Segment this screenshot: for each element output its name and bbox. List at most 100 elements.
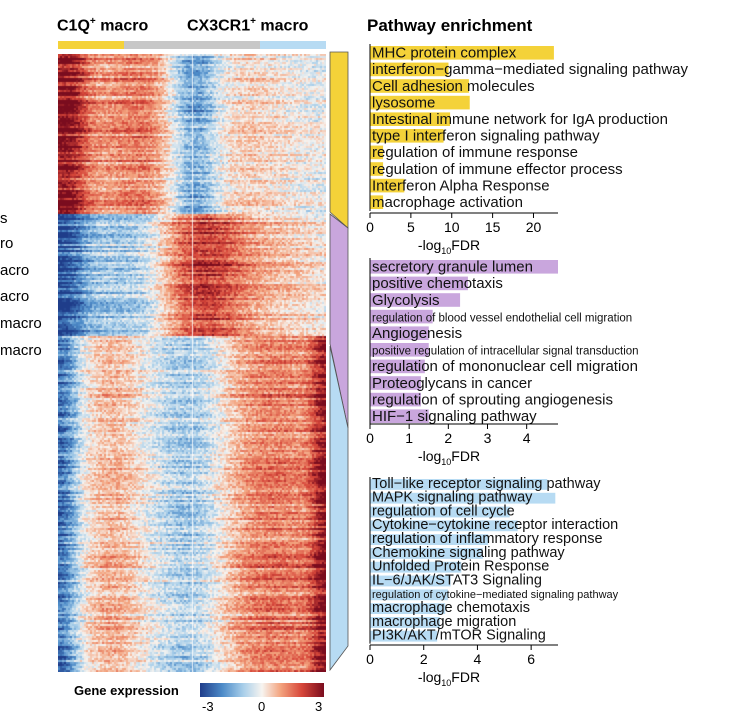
pathway-label: Unfolded Protein Response [372,559,549,575]
pathway-label: macrophage activation [372,194,523,211]
x-tick-label: 3 [484,430,492,446]
pathway-label: regulation of inflammatory response [372,531,603,547]
pathway-label: Angiogenesis [372,325,462,342]
legend-colorbar [200,683,324,697]
x-tick-label: 5 [407,219,415,235]
enrichment-bar [370,548,483,559]
enrichment-bar [370,260,558,274]
enrichment-bar [370,603,446,614]
enrichment-bar [370,112,451,126]
enrichment-bar [370,145,384,160]
row-label-6: macro [0,342,42,359]
enrichment-bar [370,293,461,307]
legend-tick-max: 3 [315,699,323,714]
pathway-label: regulation of blood vessel endothelial c… [372,312,632,324]
enrichment-bar [370,162,384,176]
legend-tick-min: -3 [202,699,214,714]
pathway-label: lysosome [372,94,435,111]
enrichment-bar [370,62,449,77]
enrichment-bar [370,195,384,209]
x-tick-label: 0 [366,430,374,446]
pathway-label: Toll−like receptor signaling pathway [372,476,601,492]
pathway-label: regulation of cell cycle [372,503,515,519]
enrichment-bar [370,309,433,324]
x-tick-label: 4 [523,430,531,446]
pathway-label: positive regulation of intracellular sig… [372,346,639,358]
pathway-label: Chemokine signaling pathway [372,545,565,561]
pathway-label: positive chemotaxis [372,275,503,292]
enrichment-bar [370,276,468,291]
enrichment-bar [370,589,448,601]
x-axis-title: -log10FDR [418,448,480,467]
pathway-label: regulation of sprouting angiogenesis [372,391,613,408]
pathway-label: PI3K/AKT/mTOR Signaling [372,628,546,644]
enrichment-bar [370,359,425,374]
pathway-label: Glycolysis [372,292,440,309]
pathway-label: MAPK signaling pathway [372,490,533,506]
enrichment-bar [370,492,556,504]
row-label-1: s [0,210,8,227]
enrichment-bar [370,392,421,407]
enrichment-bar [370,409,429,423]
x-tick-label: 15 [485,219,501,235]
x-tick-label: 4 [474,651,482,667]
c1q-annotation-bar [58,41,124,49]
enrichment-bar [370,95,470,110]
enrichment-bar [370,178,405,193]
x-tick-label: 2 [444,430,452,446]
row-label-5: macro [0,315,42,332]
pathway-label: interferon−gamma−mediated signaling path… [372,61,689,78]
enrichment-bar [370,561,462,573]
enrichment-bar [370,617,440,628]
x-tick-label: 1 [405,430,413,446]
cx3cr1-annotation-bar [260,41,326,49]
enrichment-bar [370,630,438,642]
pathway-label: Proteoglycans in cancer [372,375,532,392]
legend-tick-mid: 0 [258,699,266,714]
x-tick-label: 0 [366,219,374,235]
enrichment-bar [370,376,421,390]
pathway-label: regulation of mononuclear cell migration [372,358,638,375]
pathway-label: macrophage migration [372,614,516,630]
c1q-macro-header: C1Q+ macro [57,16,149,35]
x-tick-label: 20 [526,219,542,235]
pathway-label: macrophage chemotaxis [372,600,530,616]
x-tick-label: 2 [420,651,428,667]
row-label-4: acro [0,288,30,305]
x-axis-title: -log10FDR [418,669,480,688]
pathway-label: Interferon Alpha Response [372,177,550,194]
yellow-cluster-wedge [329,51,349,229]
enrichment-bar [370,575,451,587]
pathway-enrichment-title: Pathway enrichment [367,16,533,35]
pathway-label: regulation of immune response [372,144,578,161]
enrichment-bar [370,520,518,532]
enrichment-chart-blue: Toll−like receptor signaling pathwayMAPK… [366,476,619,688]
pathway-label: Cell adhesion molecules [372,78,535,95]
row-label-2: ro [0,235,14,252]
enrichment-bar [370,479,548,490]
pathway-label: secretory granule lumen [372,259,533,276]
cx3cr1-macro-header: CX3CR1+ macro [187,16,309,35]
x-tick-label: 6 [527,651,535,667]
pathway-label: type I interferon signaling pathway [372,128,600,145]
legend-title: Gene expression [74,683,179,698]
gray-annotation-bar [124,41,260,49]
expression-heatmap [58,54,326,672]
enrichment-bar [370,343,429,357]
enrichment-bar [370,129,444,143]
pathway-label: HIF−1 signaling pathway [372,408,537,425]
x-axis-title: -log10FDR [418,237,480,256]
enrichment-chart-yellow: MHC protein complexinterferon−gamma−medi… [366,44,689,256]
pathway-label: Cytokine−cytokine receptor interaction [372,517,618,533]
enrichment-bar [370,79,469,93]
x-tick-label: 10 [444,219,460,235]
pathway-label: regulation of immune effector process [372,161,623,178]
enrichment-bar [370,506,510,518]
enrichment-bar [370,326,429,340]
enrichment-bar [370,46,554,60]
pathway-label: IL−6/JAK/STAT3 Signaling [372,572,542,588]
x-tick-label: 0 [366,651,374,667]
pathway-label: MHC protein complex [372,45,517,62]
